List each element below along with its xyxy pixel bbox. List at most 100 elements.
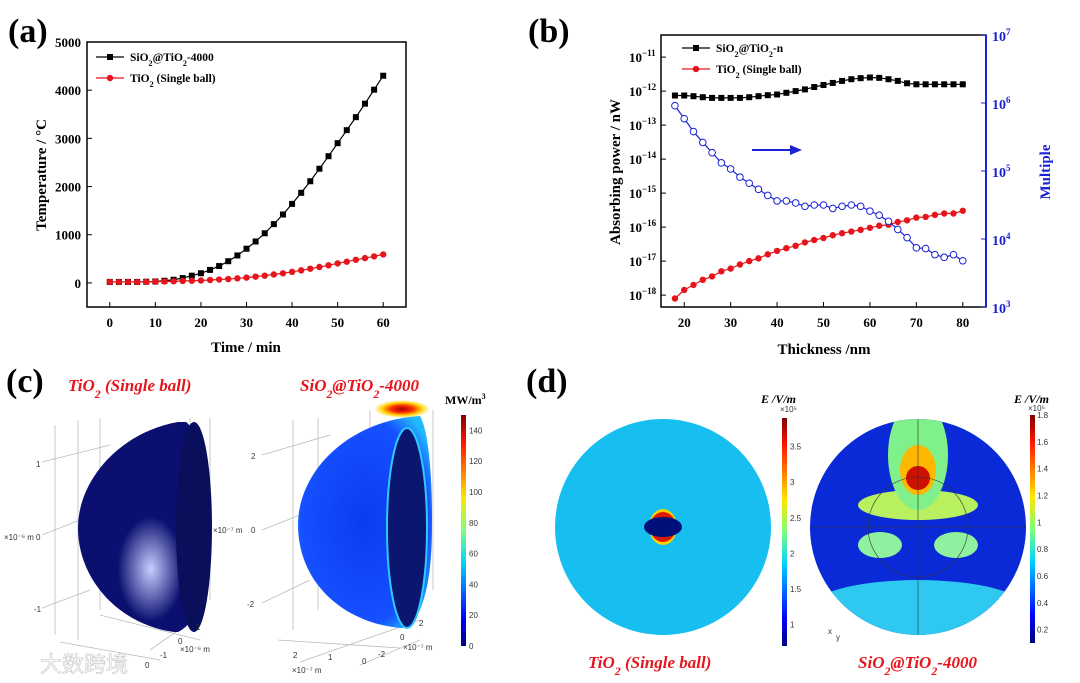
- colorbar-unit: E /V/m: [760, 392, 796, 406]
- axis-tick: 0: [362, 657, 367, 666]
- watermark: 大数跨境: [40, 653, 128, 678]
- colorbar-unit: MW/m3: [445, 392, 486, 407]
- data-point: [170, 278, 177, 285]
- data-point: [773, 197, 781, 205]
- data-point: [950, 81, 957, 88]
- y-tick-label: 10−12: [629, 82, 657, 99]
- data-point: [325, 153, 332, 160]
- data-point: [912, 244, 921, 252]
- data-point: [689, 127, 698, 136]
- axis-tick: 2: [419, 619, 424, 628]
- shell-cut-face: [386, 427, 428, 629]
- data-point: [188, 277, 196, 284]
- data-point: [334, 140, 341, 147]
- axis-unit: ×10⁻⁷ m: [403, 643, 433, 652]
- data-point: [690, 93, 697, 100]
- data-point: [370, 253, 378, 260]
- axis-tick: 2: [293, 651, 298, 660]
- particle-core: [644, 517, 682, 537]
- x-tick-label: 40: [771, 315, 784, 330]
- data-point: [206, 276, 214, 284]
- data-point: [115, 278, 123, 286]
- axis-tick: 0: [400, 633, 405, 642]
- axis-tick: -2: [247, 600, 255, 609]
- data-point: [884, 217, 893, 226]
- plot-frame: [660, 34, 987, 308]
- data-point: [161, 278, 168, 285]
- legend-label: SiO2@TiO2-n: [716, 43, 784, 59]
- x-tick-label: 30: [240, 315, 253, 330]
- x-tick-label: 70: [910, 315, 923, 330]
- data-point: [810, 201, 819, 209]
- colorbar-tick-label: 1.6: [1037, 438, 1049, 447]
- data-point: [801, 239, 809, 246]
- x-tick-label: 60: [377, 315, 390, 330]
- data-point: [959, 207, 966, 214]
- data-point: [950, 210, 957, 217]
- x-tick-label: 50: [817, 315, 830, 330]
- series-line: [674, 105, 964, 262]
- colorbar-multiplier: ×10⁵: [780, 405, 797, 414]
- colorbar-tick-label: 140: [469, 426, 483, 435]
- data-point: [792, 242, 799, 249]
- data-point: [261, 230, 268, 237]
- data-point: [289, 200, 296, 207]
- data-point: [857, 226, 864, 234]
- data-point: [243, 245, 250, 252]
- colorbar-tick-label: 20: [469, 611, 478, 620]
- data-point: [726, 165, 735, 173]
- data-point: [216, 263, 223, 270]
- data-point: [207, 266, 214, 273]
- axis-unit: ×10⁻⁶ m: [180, 645, 210, 654]
- data-point: [261, 272, 268, 279]
- chart-b-absorbing-power: Thickness /nm Absorbing power / nW Multi…: [608, 27, 1054, 358]
- data-point: [904, 80, 911, 87]
- y-tick-label: 1000: [55, 228, 81, 243]
- data-point: [736, 94, 743, 101]
- colorbar-tick-label: 80: [469, 519, 478, 528]
- colorbar-tick-label: 0: [469, 642, 474, 651]
- panel-label-b: (b): [528, 13, 570, 50]
- data-point: [380, 251, 387, 258]
- axis-tick: 1: [328, 653, 333, 662]
- data-point: [782, 197, 791, 205]
- y2-tick-label: 103: [992, 299, 1011, 317]
- data-point: [829, 79, 836, 86]
- data-point: [820, 81, 827, 88]
- data-point: [736, 261, 744, 268]
- hot-spot: [374, 400, 430, 418]
- data-point: [708, 148, 716, 157]
- data-point: [699, 94, 706, 101]
- data-point: [746, 94, 753, 101]
- data-point: [764, 251, 771, 258]
- data-point: [225, 275, 232, 283]
- y-tick-label: 10−14: [629, 150, 657, 167]
- y-tick-label: 0: [75, 276, 82, 291]
- axis-tick: -1: [34, 605, 42, 614]
- colorbar-tick-label: 3.5: [790, 443, 802, 452]
- x-tick-label: 10: [149, 315, 162, 330]
- y2-axis-label: Multiple: [1038, 144, 1054, 199]
- y2-tick-label: 105: [992, 163, 1011, 181]
- colorbar-tick-label: 40: [469, 580, 478, 589]
- data-point: [903, 217, 911, 224]
- colorbar-tick-label: 1.4: [1037, 465, 1049, 474]
- x-tick-label: 20: [678, 315, 691, 330]
- data-point: [288, 268, 296, 276]
- y-tick-label: 3000: [55, 131, 81, 146]
- data-point: [708, 273, 716, 280]
- data-point: [334, 260, 341, 267]
- legend-label: TiO2 (Single ball): [716, 64, 802, 80]
- y-axis-label: Temperature / °C: [34, 119, 50, 231]
- data-point: [811, 236, 818, 244]
- colorbar-tick-label: 60: [469, 550, 478, 559]
- data-point: [671, 101, 679, 110]
- data-point: [307, 178, 314, 185]
- data-point: [197, 270, 204, 277]
- series-line: [674, 210, 963, 299]
- axis-tick: -1: [160, 651, 168, 660]
- data-point: [754, 185, 763, 194]
- left-title: TiO2 (Single ball): [68, 376, 191, 401]
- data-point: [343, 258, 350, 265]
- y-tick-label: 10−17: [629, 252, 657, 269]
